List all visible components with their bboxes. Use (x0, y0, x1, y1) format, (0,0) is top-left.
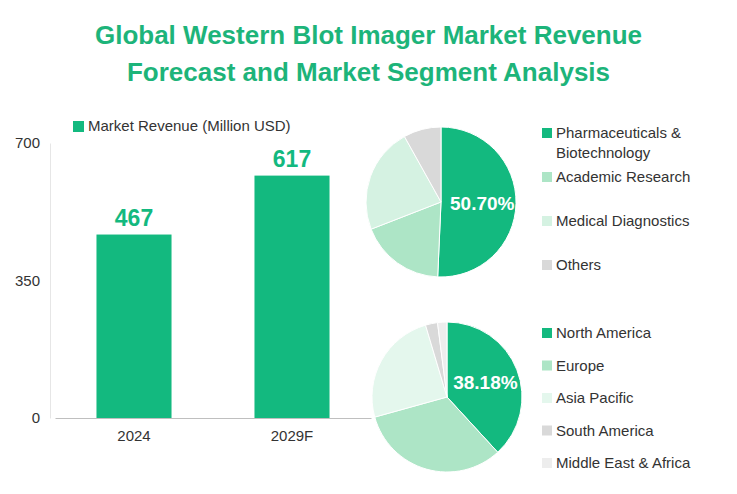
x-tick-label: 2029F (271, 427, 314, 444)
y-axis-line (50, 144, 51, 419)
legend-swatch (542, 128, 552, 138)
y-tick-label: 700 (15, 134, 40, 151)
x-tick-label: 2024 (117, 427, 150, 444)
x-axis: 2024 2029F (56, 418, 372, 444)
text-line: North America (556, 324, 652, 341)
x-tick: 2024 (117, 418, 150, 444)
slice-label: 50.70% (450, 193, 515, 214)
legend-label: Europe (556, 357, 604, 374)
text-line: South America (556, 422, 654, 439)
bar (254, 176, 329, 418)
text-line: Middle East & Africa (556, 454, 691, 471)
pie-slice (438, 127, 516, 277)
y-tick-label: 350 (15, 272, 40, 289)
text-line: Academic Research (556, 168, 690, 185)
legend-swatch (73, 121, 84, 132)
x-axis-line (56, 418, 372, 419)
legend-swatch (542, 216, 552, 226)
legend-swatch (542, 328, 552, 338)
legend-swatch (542, 458, 552, 468)
text-line: Biotechnology (556, 144, 651, 161)
legend-label: Others (556, 256, 601, 273)
bars (96, 176, 329, 418)
legend-swatch (542, 393, 552, 403)
chart-root: Global Western Blot Imager Market Revenu… (0, 0, 737, 494)
legend-label: Academic Research (556, 168, 690, 185)
legend-label: Pharmaceuticals & Biotechnology (556, 124, 681, 161)
y-tick-label: 0 (32, 409, 40, 426)
legend-label: Market Revenue (Million USD) (88, 117, 291, 134)
y-tick: 700 (15, 134, 50, 151)
y-tick: 350 (15, 272, 50, 289)
chart-title: Global Western Blot Imager Market Revenu… (95, 20, 642, 87)
text-line: Medical Diagnostics (556, 212, 689, 229)
legend-label: Asia Pacific (556, 389, 634, 406)
text-line: Europe (556, 357, 604, 374)
text-line: Pharmaceuticals & (556, 124, 681, 141)
slice-label: 38.18% (453, 372, 518, 393)
bar (96, 235, 171, 418)
pie: 50.70% (366, 127, 516, 277)
pie-slice (426, 323, 447, 397)
pie: 38.18% (372, 322, 522, 472)
x-tick: 2029F (271, 418, 314, 444)
data-label: 617 (273, 146, 311, 172)
legend-label: South America (556, 422, 654, 439)
legend: Market Revenue (Million USD) (73, 117, 291, 134)
y-axis: 0 350 700 (15, 134, 51, 426)
legend-swatch (542, 361, 552, 371)
text-line: Forecast and Market Segment Analysis (127, 57, 610, 87)
data-label: 467 (115, 205, 153, 231)
text-line: Asia Pacific (556, 389, 634, 406)
legend-label: Middle East & Africa (556, 454, 691, 471)
legend-label: North America (556, 324, 652, 341)
pie-slice (404, 127, 441, 202)
text-line: Others (556, 256, 601, 273)
legend: North America Europe Asia Pacific South Ame… (542, 324, 691, 471)
y-tick: 0 (32, 409, 50, 426)
pie-slice (438, 322, 447, 397)
legend-swatch (542, 260, 552, 270)
legend-swatch (542, 426, 552, 436)
legend-swatch (542, 172, 552, 182)
legend-label: Medical Diagnostics (556, 212, 689, 229)
legend: Pharmaceuticals & Biotechnology Academic R… (542, 124, 690, 273)
text-line: Global Western Blot Imager Market Revenu… (95, 20, 642, 50)
